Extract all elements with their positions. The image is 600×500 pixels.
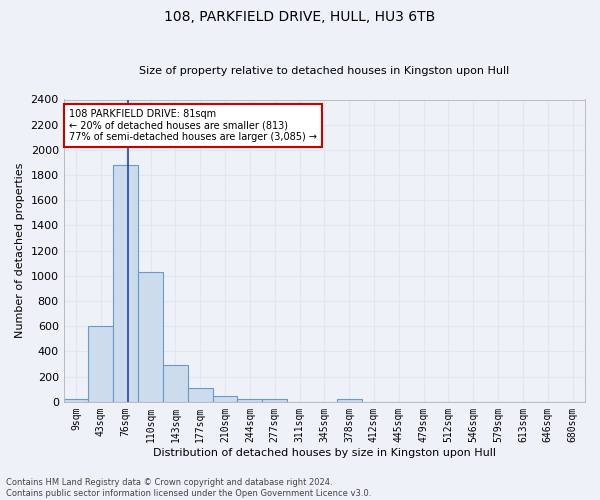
Bar (188, 388, 212, 402)
Bar (238, 398, 262, 402)
Text: 108 PARKFIELD DRIVE: 81sqm
← 20% of detached houses are smaller (813)
77% of sem: 108 PARKFIELD DRIVE: 81sqm ← 20% of deta… (69, 108, 317, 142)
Title: Size of property relative to detached houses in Kingston upon Hull: Size of property relative to detached ho… (139, 66, 509, 76)
Text: Contains HM Land Registry data © Crown copyright and database right 2024.
Contai: Contains HM Land Registry data © Crown c… (6, 478, 371, 498)
Bar (337, 400, 362, 402)
Bar (138, 272, 163, 402)
Bar (64, 400, 88, 402)
Bar (113, 165, 138, 402)
Bar (262, 400, 287, 402)
Bar (88, 326, 113, 402)
Text: 108, PARKFIELD DRIVE, HULL, HU3 6TB: 108, PARKFIELD DRIVE, HULL, HU3 6TB (164, 10, 436, 24)
Bar (163, 366, 188, 402)
X-axis label: Distribution of detached houses by size in Kingston upon Hull: Distribution of detached houses by size … (153, 448, 496, 458)
Y-axis label: Number of detached properties: Number of detached properties (15, 163, 25, 338)
Bar (212, 396, 238, 402)
